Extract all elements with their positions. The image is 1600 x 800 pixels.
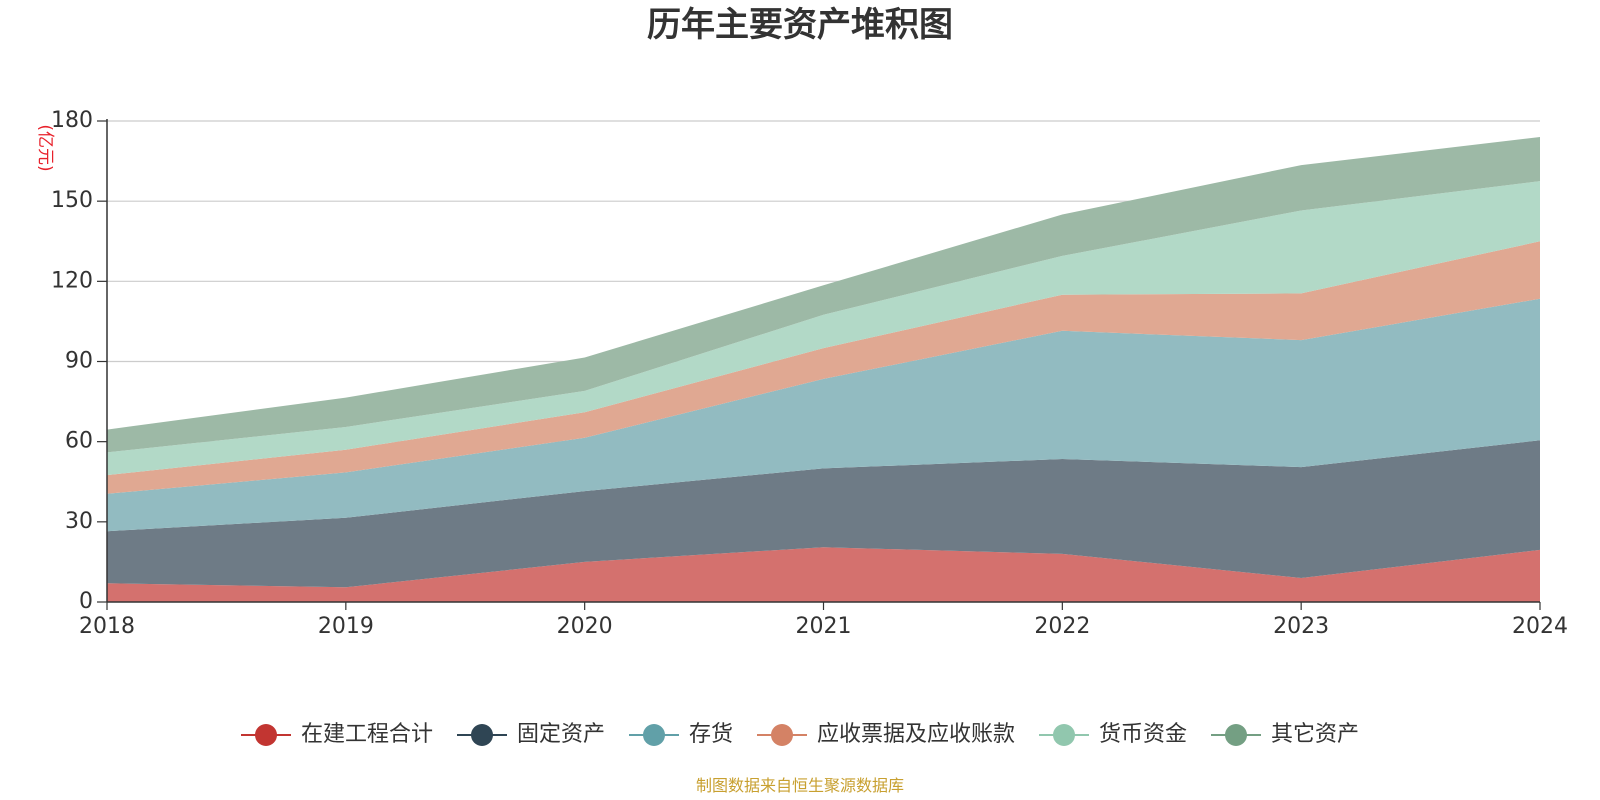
legend-item-3[interactable]: 存货: [629, 722, 733, 747]
legend-circle-icon: [771, 724, 793, 746]
x-tick-label: 2023: [1273, 614, 1329, 639]
y-tick-label: 30: [65, 509, 93, 534]
source-note: 制图数据来自恒生聚源数据库: [696, 776, 904, 795]
y-tick-label: 180: [51, 108, 93, 133]
y-tick-label: 120: [51, 268, 93, 293]
legend-item-4[interactable]: 应收票据及应收账款: [757, 722, 1015, 747]
x-tick-label: 2018: [79, 614, 135, 639]
y-axis-unit: (亿元): [35, 124, 55, 171]
area-series-6: [107, 137, 1540, 453]
legend-label: 在建工程合计: [301, 722, 433, 747]
area-series-group: [107, 137, 1540, 602]
chart-title: 历年主要资产堆积图: [647, 5, 953, 45]
x-tick-label: 2022: [1034, 614, 1090, 639]
area-series-3: [107, 298, 1540, 532]
legend-circle-icon: [255, 724, 277, 746]
legend-circle-icon: [1225, 724, 1247, 746]
legend-label: 存货: [689, 722, 733, 747]
legend-label: 应收票据及应收账款: [817, 722, 1015, 747]
x-tick-label: 2024: [1512, 614, 1568, 639]
y-tick-label: 0: [79, 589, 93, 614]
area-series-4: [107, 241, 1540, 494]
legend-circle-icon: [643, 724, 665, 746]
y-tick-label: 60: [65, 429, 93, 454]
legend-item-6[interactable]: 其它资产: [1211, 722, 1359, 747]
legend-item-1[interactable]: 在建工程合计: [241, 722, 433, 747]
legend-label: 其它资产: [1271, 722, 1359, 747]
area-series-2: [107, 440, 1540, 588]
y-tick-label: 90: [65, 349, 93, 374]
x-tick-label: 2019: [318, 614, 374, 639]
legend-item-5[interactable]: 货币资金: [1039, 722, 1187, 747]
legend-circle-icon: [1053, 724, 1075, 746]
axes: 0 30 60 90 120 150 180 2018 2019 2020 2021 2022 2023…: [51, 108, 1568, 639]
legend-item-2[interactable]: 固定资产: [457, 722, 605, 747]
legend: 在建工程合计 固定资产 存货 应收票据及应收账款 货币资金 其它资产: [241, 722, 1359, 747]
x-tick-label: 2020: [557, 614, 613, 639]
x-tick-label: 2021: [796, 614, 852, 639]
y-tick-label: 150: [51, 188, 93, 213]
area-series-1: [107, 547, 1540, 602]
legend-label: 货币资金: [1099, 722, 1187, 747]
area-series-5: [107, 181, 1540, 476]
legend-label: 固定资产: [517, 722, 605, 747]
legend-circle-icon: [471, 724, 493, 746]
